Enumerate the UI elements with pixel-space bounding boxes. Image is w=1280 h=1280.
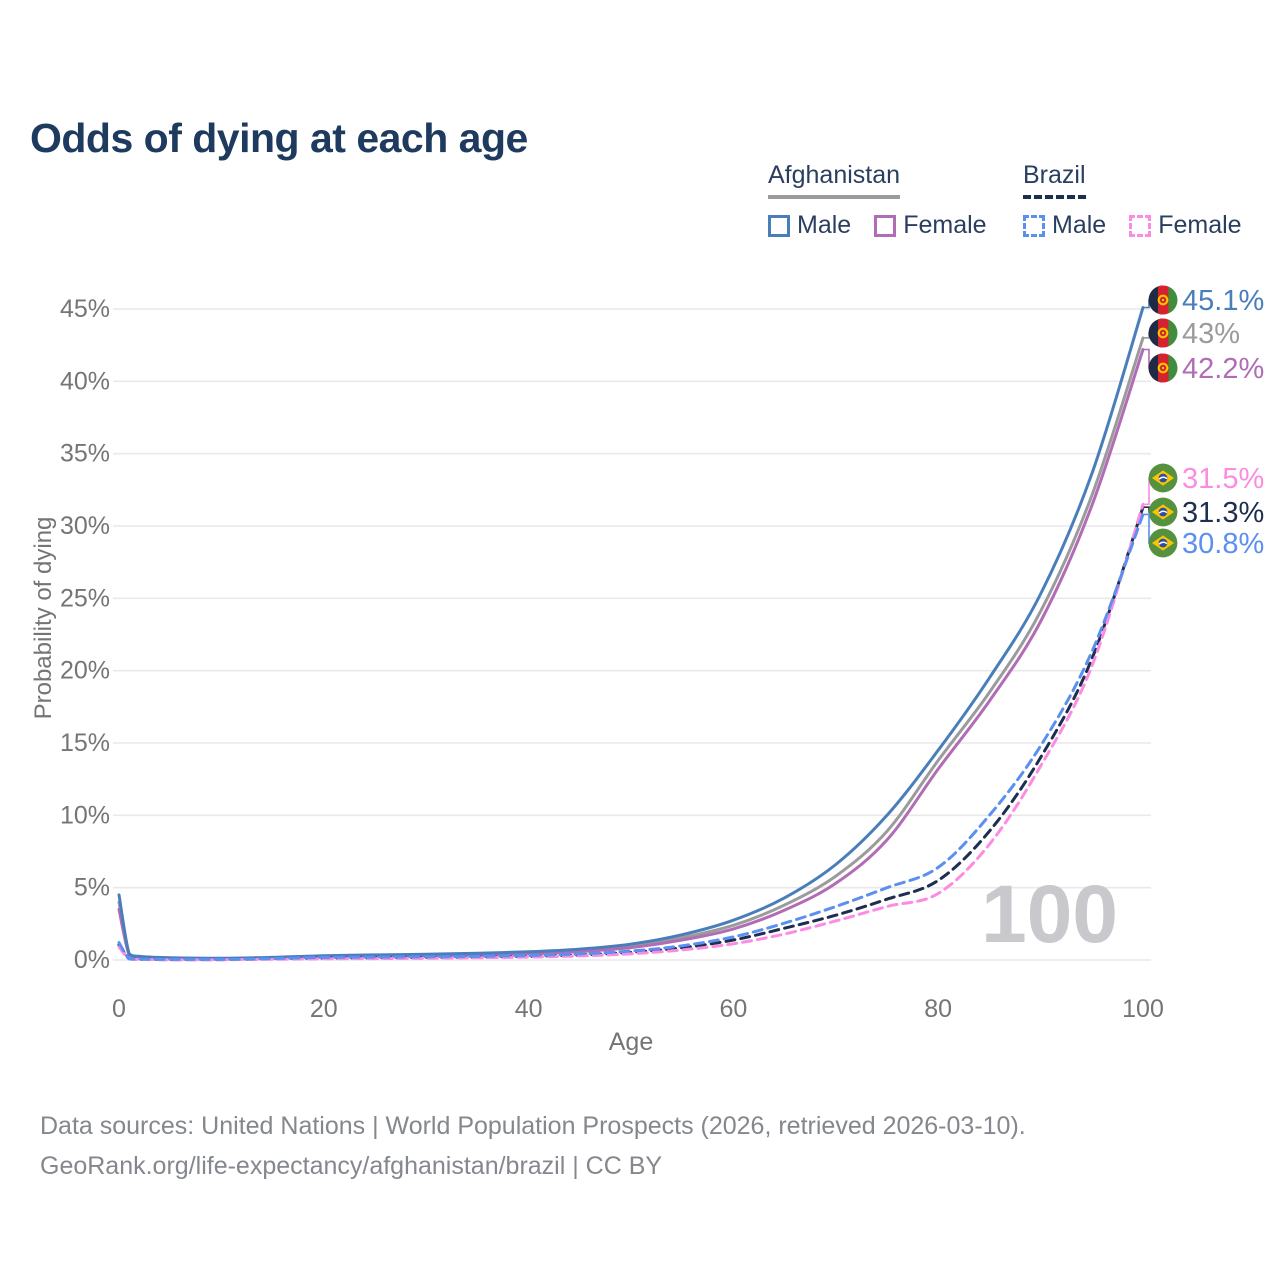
end-label-brazil-both-sexes: 31.3% — [1182, 497, 1264, 529]
flag-icon-brazil-brazil-both-sexes — [1148, 497, 1178, 527]
legend-label-afghanistan-male: Male — [797, 211, 852, 239]
x-tick-label: 40 — [515, 995, 543, 1023]
series-line-brazil-male — [117, 512, 1145, 961]
legend-checkbox-afghanistan-male[interactable] — [768, 214, 790, 237]
legend-label-brazil-male: Male — [1052, 211, 1107, 239]
y-tick-label: 40% — [60, 367, 110, 395]
y-tick-label: 45% — [60, 295, 110, 323]
legend-checkbox-afghanistan-female[interactable] — [874, 214, 897, 237]
x-tick-label: 20 — [310, 995, 338, 1023]
x-tick-label: 100 — [1122, 995, 1164, 1023]
legend-country-brazil[interactable]: Brazil — [1023, 161, 1086, 199]
flag-icon-afghanistan-afghanistan-both-sexes — [1148, 318, 1178, 348]
legend-label-brazil-female: Female — [1158, 211, 1242, 239]
flag-icon-brazil-brazil-female — [1148, 463, 1178, 493]
legend-row-brazil: Male Female — [1023, 211, 1242, 240]
y-tick-label: 35% — [60, 440, 110, 468]
x-tick-label: 60 — [719, 995, 747, 1023]
end-label-afghanistan-female: 42.2% — [1182, 353, 1264, 385]
series-line-afghanistan-both-sexes — [117, 336, 1145, 961]
footer-link: GeoRank.org/life-expectancy/afghanistan/… — [40, 1152, 663, 1180]
x-tick-label: 80 — [924, 995, 952, 1023]
flag-icon-afghanistan-afghanistan-female — [1148, 353, 1178, 383]
y-axis-title: Probability of dying — [30, 516, 57, 720]
x-tick-label: 0 — [112, 995, 126, 1023]
footer-data-sources: Data sources: United Nations | World Pop… — [40, 1112, 1026, 1140]
x-axis-title: Age — [609, 1028, 653, 1056]
end-label-afghanistan-male: 45.1% — [1182, 285, 1264, 317]
y-tick-label: 20% — [60, 657, 110, 685]
legend-checkbox-brazil-male[interactable] — [1023, 214, 1045, 237]
legend-row-afghanistan: Male Female — [768, 211, 987, 240]
y-tick-label: 5% — [74, 874, 110, 902]
end-label-brazil-female: 31.5% — [1182, 463, 1264, 495]
legend-country-afghanistan[interactable]: Afghanistan — [768, 161, 901, 199]
footer-attribution: Data sources: United Nations | World Pop… — [40, 1106, 1026, 1186]
legend-checkbox-brazil-female[interactable] — [1129, 214, 1152, 237]
y-tick-label: 0% — [74, 946, 110, 974]
page-title: Odds of dying at each age — [30, 115, 528, 162]
legend-label-afghanistan-female: Female — [903, 211, 987, 239]
y-tick-label: 15% — [60, 729, 110, 757]
legend-group-brazil: Brazil Male Female — [1023, 161, 1242, 240]
end-label-afghanistan-both-sexes: 43% — [1182, 318, 1240, 350]
y-tick-label: 30% — [60, 512, 110, 540]
series-line-afghanistan-male — [117, 306, 1145, 960]
flag-icon-afghanistan-afghanistan-male — [1148, 285, 1178, 315]
age-watermark: 100 — [981, 869, 1118, 960]
flag-icon-brazil-brazil-male — [1148, 528, 1178, 558]
series-line-afghanistan-female — [117, 348, 1145, 961]
legend-group-afghanistan: Afghanistan Male Female — [768, 161, 987, 240]
y-tick-label: 10% — [60, 801, 110, 829]
end-label-brazil-male: 30.8% — [1182, 528, 1264, 560]
y-tick-label: 25% — [60, 584, 110, 612]
